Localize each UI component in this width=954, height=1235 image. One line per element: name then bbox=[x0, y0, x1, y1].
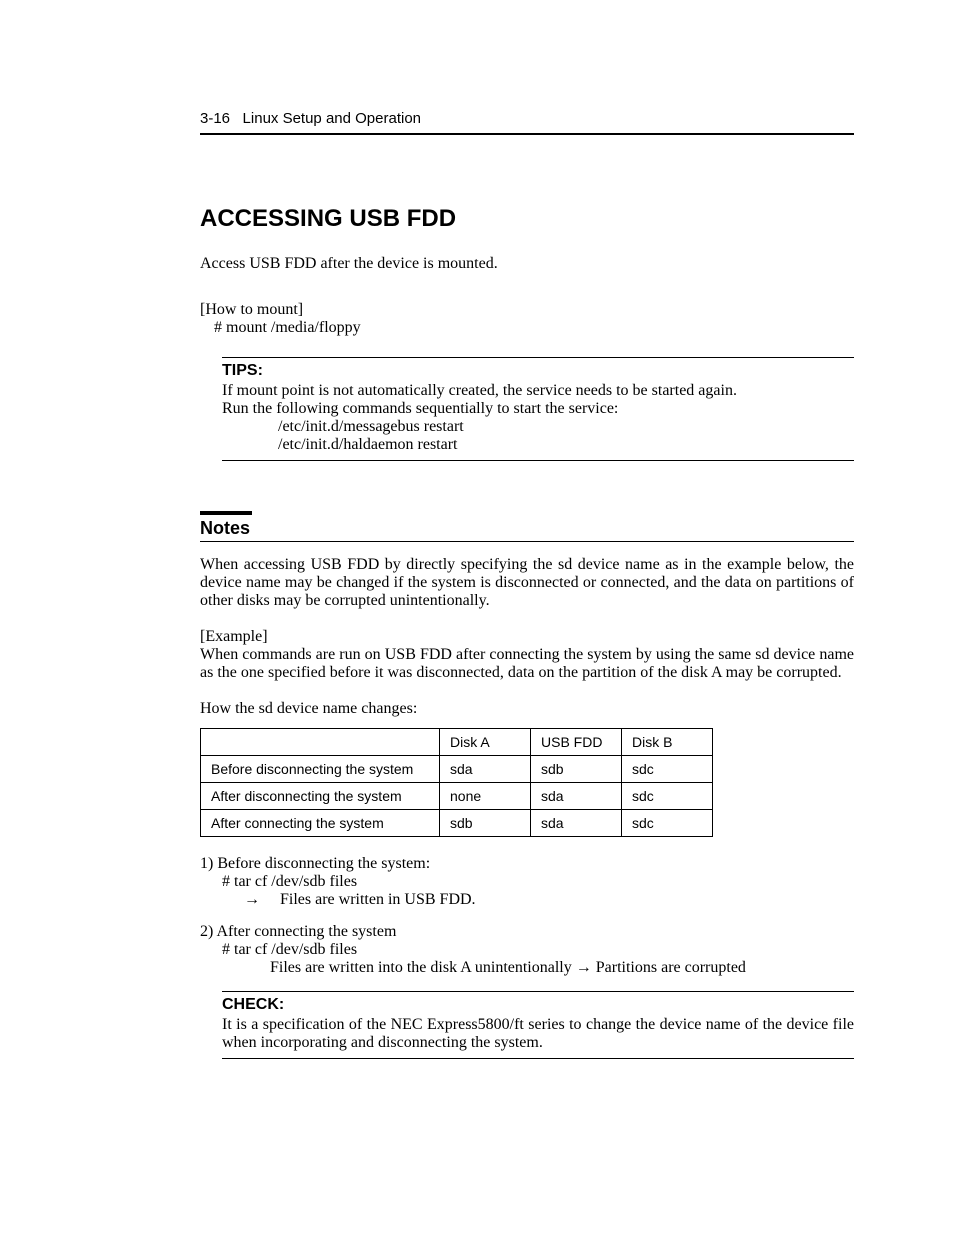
table-cell bbox=[201, 729, 440, 756]
running-header: 3-16 Linux Setup and Operation bbox=[200, 110, 854, 135]
table-cell: After connecting the system bbox=[201, 810, 440, 837]
step-1: 1) Before disconnecting the system: # ta… bbox=[200, 855, 854, 909]
howto-cmd: # mount /media/floppy bbox=[200, 319, 854, 337]
step1-title: 1) Before disconnecting the system: bbox=[200, 855, 854, 873]
arrow-icon: → bbox=[576, 959, 592, 976]
table-cell: sdc bbox=[622, 783, 713, 810]
intro-text: Access USB FDD after the device is mount… bbox=[200, 255, 854, 273]
tips-line2: Run the following commands sequentially … bbox=[222, 400, 854, 418]
table-caption: How the sd device name changes: bbox=[200, 700, 854, 718]
notes-p2: When commands are run on USB FDD after c… bbox=[200, 646, 854, 682]
table-cell: Disk A bbox=[440, 729, 531, 756]
notes-p1: When accessing USB FDD by directly speci… bbox=[200, 556, 854, 610]
table-row: Disk A USB FDD Disk B bbox=[201, 729, 713, 756]
tips-title: TIPS: bbox=[222, 362, 854, 380]
table-cell: sdb bbox=[440, 810, 531, 837]
tips-body: If mount point is not automatically crea… bbox=[222, 382, 854, 454]
tips-line1: If mount point is not automatically crea… bbox=[222, 382, 854, 400]
page: 3-16 Linux Setup and Operation ACCESSING… bbox=[0, 0, 954, 1235]
table-cell: sda bbox=[440, 756, 531, 783]
arrow-icon: → bbox=[238, 891, 266, 909]
table-cell: USB FDD bbox=[531, 729, 622, 756]
step2-cmd: # tar cf /dev/sdb files bbox=[200, 941, 854, 959]
table-cell: After disconnecting the system bbox=[201, 783, 440, 810]
table-cell: sdc bbox=[622, 810, 713, 837]
table-row: Before disconnecting the system sda sdb … bbox=[201, 756, 713, 783]
table-cell: Disk B bbox=[622, 729, 713, 756]
notes-bar bbox=[200, 511, 252, 515]
table-cell: sdb bbox=[531, 756, 622, 783]
table-row: After disconnecting the system none sda … bbox=[201, 783, 713, 810]
step2-title: 2) After connecting the system bbox=[200, 923, 854, 941]
step1-result-line: → Files are written in USB FDD. bbox=[200, 891, 854, 909]
step2-result-a: Files are written into the disk A uninte… bbox=[270, 959, 576, 976]
howto-label: [How to mount] bbox=[200, 301, 854, 319]
check-box: CHECK: It is a specification of the NEC … bbox=[222, 991, 854, 1059]
device-table: Disk A USB FDD Disk B Before disconnecti… bbox=[200, 728, 713, 837]
step2-result-line: Files are written into the disk A uninte… bbox=[200, 959, 854, 977]
step2-result-b: Partitions are corrupted bbox=[592, 959, 746, 976]
step-2: 2) After connecting the system # tar cf … bbox=[200, 923, 854, 977]
notes-title: Notes bbox=[200, 518, 854, 542]
howto-block: [How to mount] # mount /media/floppy bbox=[200, 301, 854, 337]
check-body: It is a specification of the NEC Express… bbox=[222, 1016, 854, 1052]
tips-cmd1: /etc/init.d/messagebus restart bbox=[222, 418, 854, 436]
tips-box: TIPS: If mount point is not automaticall… bbox=[222, 357, 854, 461]
table-cell: Before disconnecting the system bbox=[201, 756, 440, 783]
section-title: ACCESSING USB FDD bbox=[200, 205, 854, 233]
step1-result: Files are written in USB FDD. bbox=[266, 891, 476, 909]
table-cell: sda bbox=[531, 783, 622, 810]
table-cell: sdc bbox=[622, 756, 713, 783]
tips-cmd2: /etc/init.d/haldaemon restart bbox=[222, 436, 854, 454]
example-label: [Example] bbox=[200, 628, 854, 646]
page-number: 3-16 bbox=[200, 110, 230, 127]
step1-cmd: # tar cf /dev/sdb files bbox=[200, 873, 854, 891]
table-cell: none bbox=[440, 783, 531, 810]
notes-heading: Notes bbox=[200, 511, 854, 542]
check-title: CHECK: bbox=[222, 996, 854, 1014]
header-title: Linux Setup and Operation bbox=[243, 110, 421, 127]
table-cell: sda bbox=[531, 810, 622, 837]
table-row: After connecting the system sdb sda sdc bbox=[201, 810, 713, 837]
